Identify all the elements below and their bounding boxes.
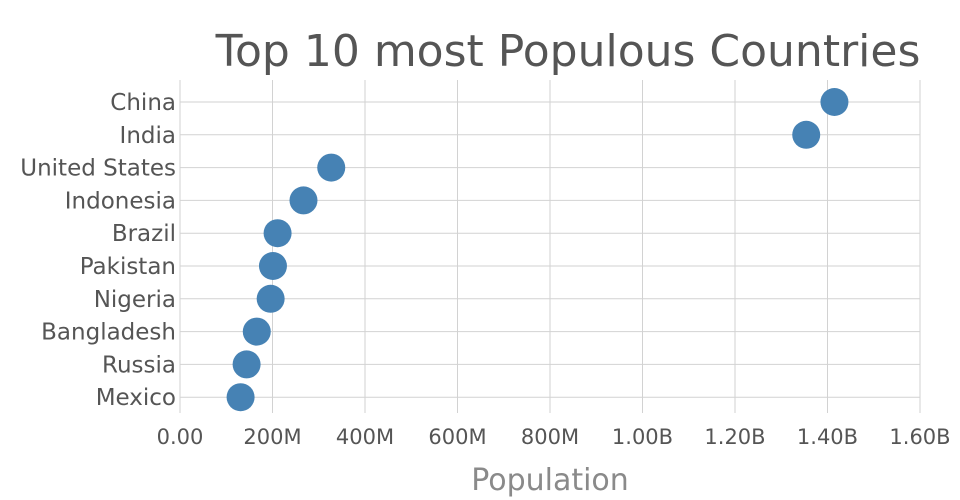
category-label: Bangladesh [41,320,176,346]
x-tick-label: 200M [243,425,301,449]
data-point[interactable] [289,186,318,215]
x-tick-label: 400M [336,425,394,449]
category-label: China [110,90,176,116]
data-points [226,88,849,412]
x-tick-label: 1.60B [889,425,950,449]
data-point[interactable] [263,219,292,248]
category-label: Russia [102,352,176,378]
category-labels: China India United States Indonesia Brazil Pa… [20,90,176,411]
x-tick-label: 800M [521,425,579,449]
category-label: Nigeria [94,287,176,313]
x-tick-label: 0.00 [157,425,204,449]
category-label: India [120,123,176,149]
data-point[interactable] [226,383,255,412]
data-point[interactable] [242,317,271,346]
category-label: Mexico [96,385,176,411]
data-point[interactable] [256,284,285,313]
chart-title: Top 10 most Populous Countries [215,26,921,77]
category-label: Indonesia [65,188,176,214]
data-point[interactable] [317,153,346,182]
x-tick-label: 600M [428,425,486,449]
data-point[interactable] [232,350,261,379]
x-tick-labels: 0.00 200M 400M 600M 800M 1.00B 1.20B 1.40B 1.60B [157,425,951,449]
x-axis-title: Population [471,463,629,498]
grid-lines [179,80,921,413]
x-tick-label: 1.20B [704,425,765,449]
data-point[interactable] [792,120,821,149]
x-tick-label: 1.00B [612,425,673,449]
data-point[interactable] [258,252,287,280]
category-label: Brazil [112,221,176,247]
data-point[interactable] [820,88,849,116]
x-tick-label: 1.40B [797,425,858,449]
category-label: Pakistan [80,254,176,280]
category-label: United States [20,156,176,182]
